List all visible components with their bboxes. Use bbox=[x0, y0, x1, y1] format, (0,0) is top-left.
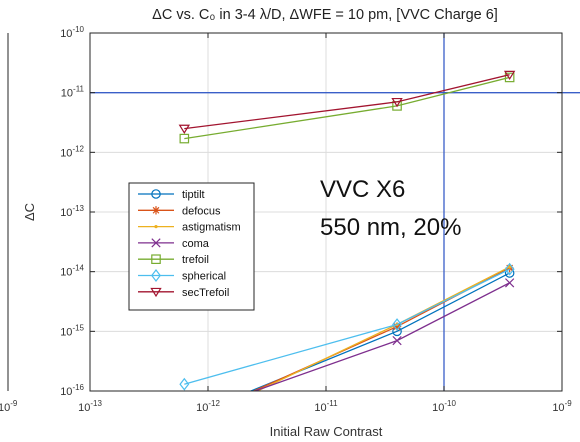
marker-shape bbox=[151, 269, 161, 282]
y-tick-label: 10-12 bbox=[60, 144, 84, 159]
data-point-trefoil bbox=[504, 72, 515, 83]
legend-item-trefoil: trefoil bbox=[138, 254, 209, 266]
legend-label: defocus bbox=[182, 205, 221, 217]
data-point-defocus bbox=[392, 322, 402, 331]
legend-swatch-marker bbox=[151, 269, 161, 282]
data-point-sectrefoil bbox=[391, 97, 403, 108]
y-tick-label: 10-13 bbox=[60, 204, 84, 219]
left-cutoff-label-layer: 10-9 bbox=[0, 399, 18, 414]
legend-swatch-marker bbox=[151, 254, 161, 264]
marker-shape bbox=[179, 133, 190, 144]
chart-title: ΔC vs. C₀ in 3-4 λ/D, ΔWFE = 10 pm, [VVC… bbox=[152, 7, 498, 23]
legend-swatch-marker bbox=[151, 206, 161, 215]
marker-shape bbox=[391, 97, 403, 108]
marker-shape bbox=[504, 72, 515, 83]
left-cutoff-tick-label: 10-9 bbox=[0, 399, 18, 414]
legend: tiptilt defocus astigmatism coma trefoil sphe… bbox=[128, 182, 255, 311]
marker-shape bbox=[503, 70, 516, 81]
data-point-spherical bbox=[392, 318, 403, 331]
series-sectrefoil bbox=[178, 70, 516, 134]
legend-item-sectrefoil: secTrefoil bbox=[138, 287, 229, 299]
marker-shape bbox=[504, 262, 515, 276]
legend-label: coma bbox=[182, 238, 210, 250]
x-tick-label: 10-12 bbox=[196, 399, 220, 414]
marker-shape bbox=[392, 322, 402, 331]
marker-shape bbox=[154, 225, 158, 229]
legend-item-coma: coma bbox=[138, 238, 210, 250]
x-tick-label: 10-13 bbox=[78, 399, 102, 414]
marker-shape bbox=[505, 278, 515, 288]
marker-shape bbox=[392, 335, 402, 346]
series-spherical bbox=[179, 262, 515, 391]
series-line-spherical bbox=[184, 268, 510, 385]
y-tick-label: 10-11 bbox=[61, 85, 85, 100]
data-point-coma bbox=[392, 335, 402, 346]
y-axis-label: ΔC bbox=[22, 203, 37, 221]
series-line-sectrefoil bbox=[184, 74, 510, 130]
y-tick-label: 10-10 bbox=[60, 25, 84, 40]
marker-shape bbox=[151, 206, 161, 215]
legend-label: secTrefoil bbox=[182, 287, 229, 299]
legend-label: tiptilt bbox=[182, 189, 205, 201]
y-tick-label: 10-14 bbox=[60, 264, 84, 279]
x-tick-label: 10-9 bbox=[552, 399, 572, 414]
legend-swatch-marker bbox=[151, 189, 161, 199]
legend-items: tiptilt defocus astigmatism coma trefoil sphe… bbox=[138, 189, 241, 299]
marker-shape bbox=[151, 254, 161, 264]
reference-line-layer bbox=[90, 33, 580, 391]
legend-label: astigmatism bbox=[182, 222, 241, 234]
tick-layer: 10-13 10-12 10-11 10-10 10-9 10-16 10-15 10-14 1… bbox=[60, 25, 572, 414]
x-tick-label: 10-10 bbox=[432, 399, 456, 414]
legend-swatch-marker bbox=[151, 238, 161, 248]
legend-item-tiptilt: tiptilt bbox=[138, 189, 205, 201]
data-point-sectrefoil bbox=[178, 124, 191, 134]
marker-shape bbox=[151, 238, 161, 248]
data-point-sectrefoil bbox=[503, 70, 516, 81]
marker-shape bbox=[179, 377, 190, 391]
legend-box bbox=[128, 182, 255, 311]
y-tick-label: 10-15 bbox=[60, 323, 84, 338]
data-point-spherical bbox=[179, 377, 190, 391]
series-layer bbox=[178, 70, 516, 391]
marker-shape bbox=[392, 318, 403, 331]
data-point-trefoil bbox=[179, 133, 190, 144]
data-point-spherical bbox=[504, 262, 515, 276]
y-tick-label: 10-16 bbox=[60, 383, 84, 398]
data-point-coma bbox=[505, 278, 515, 288]
legend-label: trefoil bbox=[182, 254, 209, 266]
annotation-line-2: 550 nm, 20% bbox=[320, 214, 461, 241]
legend-item-spherical: spherical bbox=[138, 269, 226, 283]
marker-shape bbox=[151, 189, 161, 199]
marker-shape bbox=[178, 124, 191, 134]
series-line-tiptilt bbox=[249, 272, 510, 391]
legend-item-defocus: defocus bbox=[138, 205, 221, 217]
data-point-astigmatism bbox=[508, 265, 512, 269]
marker-shape bbox=[508, 265, 512, 269]
legend-label: spherical bbox=[182, 271, 226, 283]
legend-swatch-marker bbox=[154, 225, 158, 229]
x-axis-label: Initial Raw Contrast bbox=[270, 424, 383, 439]
marker-shape bbox=[150, 287, 162, 298]
x-tick-label: 10-11 bbox=[314, 399, 338, 414]
annotation-line-1: VVC X6 bbox=[320, 176, 405, 203]
legend-swatch-marker bbox=[150, 287, 162, 298]
legend-item-astigmatism: astigmatism bbox=[138, 222, 241, 234]
